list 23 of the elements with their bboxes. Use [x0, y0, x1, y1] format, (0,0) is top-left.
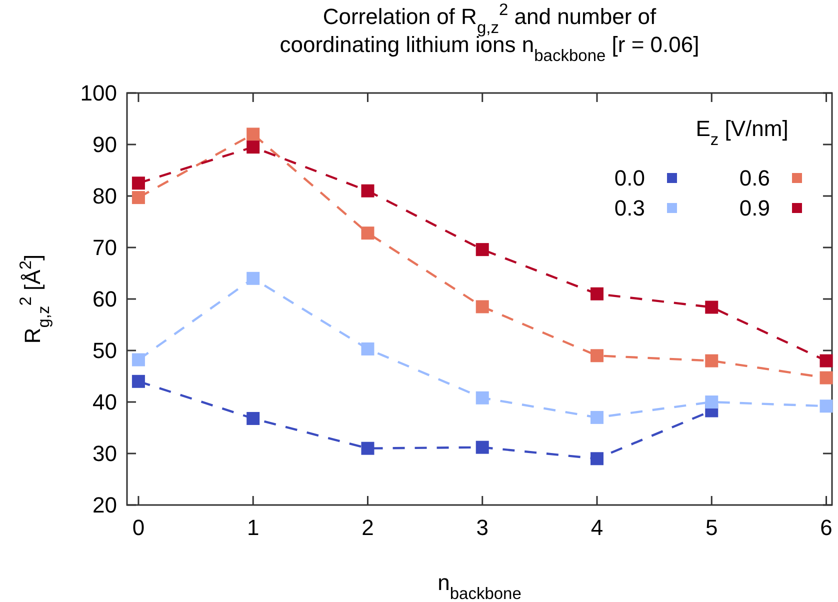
x-tick-label: 1 — [246, 515, 260, 540]
legend-label: 0.3 — [614, 196, 645, 221]
legend-label: 0.0 — [614, 166, 645, 191]
chart-title: Correlation of R$_{g,z}$$^{2}$ and number of coordinating lithium ions n$_{backbone}$ [r = 0.06] — [280, 1, 700, 65]
x-tick-label: 6 — [820, 515, 832, 540]
y-tick-label: 20 — [92, 492, 117, 518]
legend-label: 0.9 — [739, 196, 770, 221]
y-tick-label: 80 — [92, 184, 117, 209]
legend-title: E$_{z}$ [V/nm] — [696, 116, 788, 149]
y-tick-label: 100 — [80, 80, 117, 106]
x-tick-label: 3 — [476, 515, 488, 540]
legend-label: 0.6 — [739, 166, 770, 191]
x-tick-label: 4 — [590, 515, 604, 540]
y-tick-label: 70 — [92, 235, 117, 260]
y-tick-label: 60 — [92, 286, 117, 312]
x-tick-label: 0 — [132, 515, 145, 540]
x-axis-title: n$_{backbone}$ — [438, 570, 522, 602]
y-tick-label: 50 — [92, 338, 117, 364]
x-tick-label: 5 — [706, 515, 718, 540]
y-tick-label: 30 — [92, 441, 117, 466]
y-tick-label: 90 — [92, 132, 117, 158]
y-tick-label: 40 — [92, 390, 117, 415]
x-tick-label: 2 — [362, 515, 374, 540]
